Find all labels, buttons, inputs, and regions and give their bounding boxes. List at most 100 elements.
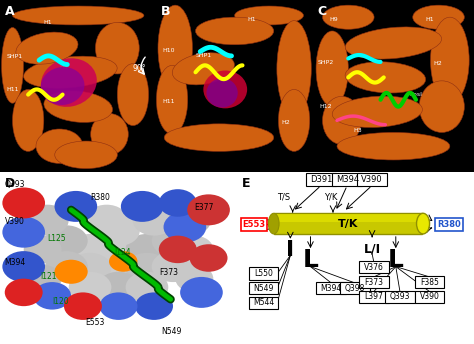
Ellipse shape	[41, 67, 84, 105]
Circle shape	[97, 215, 140, 246]
Circle shape	[55, 260, 88, 284]
Ellipse shape	[337, 132, 450, 160]
Text: R380: R380	[437, 221, 461, 229]
FancyBboxPatch shape	[249, 268, 279, 279]
Ellipse shape	[16, 32, 78, 64]
Circle shape	[85, 205, 128, 236]
Ellipse shape	[55, 141, 118, 169]
Circle shape	[121, 191, 164, 222]
Ellipse shape	[345, 27, 442, 59]
Text: L: L	[302, 248, 319, 272]
Circle shape	[126, 272, 168, 303]
Bar	[274, 213, 422, 234]
FancyBboxPatch shape	[249, 297, 279, 309]
Text: H10: H10	[163, 47, 175, 53]
Ellipse shape	[417, 213, 429, 234]
Circle shape	[187, 194, 230, 225]
FancyBboxPatch shape	[316, 282, 346, 294]
Ellipse shape	[91, 114, 128, 155]
Circle shape	[69, 253, 111, 284]
Text: I120: I120	[52, 298, 69, 307]
Circle shape	[2, 251, 45, 282]
FancyBboxPatch shape	[357, 173, 387, 186]
Ellipse shape	[95, 22, 139, 74]
Circle shape	[69, 272, 111, 303]
Text: C: C	[318, 5, 327, 18]
Text: Q393: Q393	[390, 292, 410, 301]
FancyBboxPatch shape	[415, 276, 444, 288]
Ellipse shape	[173, 53, 234, 85]
Ellipse shape	[316, 31, 348, 107]
FancyBboxPatch shape	[340, 282, 370, 294]
Circle shape	[175, 236, 213, 263]
Circle shape	[175, 265, 213, 292]
Text: Q398: Q398	[345, 283, 365, 293]
Ellipse shape	[278, 89, 310, 151]
Text: H1: H1	[247, 17, 256, 22]
Ellipse shape	[44, 91, 112, 122]
Text: M394: M394	[336, 175, 359, 184]
Text: H1: H1	[44, 20, 53, 25]
Bar	[274, 214, 422, 222]
Ellipse shape	[203, 71, 247, 108]
Ellipse shape	[207, 78, 238, 107]
Text: A: A	[5, 5, 14, 18]
Text: SHP1: SHP1	[6, 54, 22, 60]
Text: Q393: Q393	[5, 181, 25, 190]
Text: H9: H9	[329, 17, 337, 22]
Text: V376: V376	[364, 263, 384, 272]
Circle shape	[69, 234, 111, 265]
FancyBboxPatch shape	[385, 291, 415, 303]
Text: H1: H1	[426, 17, 434, 22]
Text: T/S: T/S	[277, 192, 290, 201]
Text: V390: V390	[5, 217, 25, 226]
Text: H2: H2	[282, 120, 290, 125]
Circle shape	[133, 205, 175, 236]
Circle shape	[180, 277, 223, 308]
Text: I121: I121	[40, 272, 57, 281]
Circle shape	[135, 292, 173, 320]
Circle shape	[33, 282, 71, 310]
Text: I124: I124	[114, 248, 130, 257]
Text: F373: F373	[365, 278, 383, 287]
Circle shape	[126, 253, 168, 284]
FancyBboxPatch shape	[359, 261, 389, 273]
Text: I: I	[286, 240, 294, 260]
Text: L397: L397	[365, 292, 383, 301]
Text: H3: H3	[59, 65, 68, 70]
Ellipse shape	[268, 213, 279, 234]
Circle shape	[159, 189, 197, 217]
Circle shape	[95, 232, 142, 267]
Text: V390: V390	[361, 175, 383, 184]
Text: M394: M394	[320, 283, 342, 293]
Ellipse shape	[118, 64, 149, 126]
Circle shape	[64, 292, 102, 320]
Text: V390: V390	[419, 292, 439, 301]
Ellipse shape	[277, 21, 311, 117]
Ellipse shape	[322, 5, 374, 29]
Ellipse shape	[158, 5, 192, 91]
Ellipse shape	[12, 89, 44, 151]
Text: L/I: L/I	[364, 242, 381, 255]
Ellipse shape	[1, 28, 24, 103]
Circle shape	[97, 253, 140, 284]
Text: M394: M394	[5, 258, 26, 267]
Circle shape	[2, 187, 45, 218]
Circle shape	[100, 292, 137, 320]
Text: N549: N549	[161, 327, 182, 336]
FancyBboxPatch shape	[249, 282, 279, 294]
Ellipse shape	[36, 129, 83, 163]
Text: D391: D391	[310, 175, 332, 184]
Circle shape	[152, 225, 194, 256]
Ellipse shape	[419, 81, 465, 132]
Circle shape	[24, 265, 62, 292]
Circle shape	[45, 225, 88, 256]
Ellipse shape	[322, 96, 361, 144]
Text: H2: H2	[434, 61, 442, 66]
Text: RosI: RosI	[410, 92, 422, 97]
Text: D: D	[5, 177, 15, 190]
Ellipse shape	[332, 96, 422, 128]
FancyBboxPatch shape	[435, 218, 463, 231]
Text: T/K: T/K	[337, 218, 358, 229]
Text: H12: H12	[319, 104, 332, 109]
